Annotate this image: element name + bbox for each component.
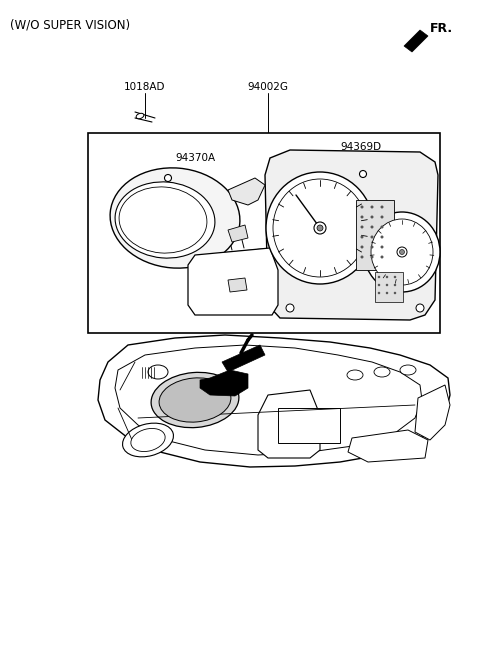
Ellipse shape xyxy=(381,255,384,259)
Ellipse shape xyxy=(386,276,388,278)
Ellipse shape xyxy=(360,236,363,238)
Ellipse shape xyxy=(360,225,363,229)
Ellipse shape xyxy=(381,215,384,219)
Bar xyxy=(278,408,340,443)
Ellipse shape xyxy=(394,276,396,278)
Polygon shape xyxy=(98,335,450,467)
Ellipse shape xyxy=(360,206,363,208)
Text: 94002G: 94002G xyxy=(248,82,288,92)
Ellipse shape xyxy=(360,246,363,248)
Ellipse shape xyxy=(115,182,215,258)
Ellipse shape xyxy=(159,378,231,422)
Polygon shape xyxy=(115,345,422,455)
Ellipse shape xyxy=(394,284,396,286)
Ellipse shape xyxy=(371,236,373,238)
Ellipse shape xyxy=(378,291,380,294)
Ellipse shape xyxy=(360,170,367,178)
Ellipse shape xyxy=(371,206,373,208)
Ellipse shape xyxy=(347,370,363,380)
Ellipse shape xyxy=(394,291,396,294)
Text: (W/O SUPER VISION): (W/O SUPER VISION) xyxy=(10,18,130,31)
Ellipse shape xyxy=(381,206,384,208)
Ellipse shape xyxy=(378,276,380,278)
Polygon shape xyxy=(258,390,320,458)
Text: 94369D: 94369D xyxy=(340,142,381,152)
Ellipse shape xyxy=(131,428,165,451)
Text: 1018AD: 1018AD xyxy=(124,82,166,92)
Ellipse shape xyxy=(317,225,323,231)
Ellipse shape xyxy=(371,255,373,259)
Text: 94370A: 94370A xyxy=(175,153,215,163)
Ellipse shape xyxy=(371,225,373,229)
Polygon shape xyxy=(348,430,428,462)
Ellipse shape xyxy=(416,304,424,312)
Polygon shape xyxy=(265,150,438,320)
Bar xyxy=(88,133,440,333)
Polygon shape xyxy=(415,385,450,440)
Polygon shape xyxy=(188,248,278,315)
Ellipse shape xyxy=(110,168,240,268)
Ellipse shape xyxy=(371,215,373,219)
Ellipse shape xyxy=(381,225,384,229)
Ellipse shape xyxy=(371,246,373,248)
Polygon shape xyxy=(228,225,248,242)
Ellipse shape xyxy=(374,367,390,377)
Ellipse shape xyxy=(400,365,416,375)
Ellipse shape xyxy=(151,372,239,428)
Ellipse shape xyxy=(165,174,171,181)
Ellipse shape xyxy=(381,236,384,238)
Ellipse shape xyxy=(314,222,326,234)
Ellipse shape xyxy=(399,250,405,255)
Polygon shape xyxy=(222,345,265,372)
Ellipse shape xyxy=(360,215,363,219)
Ellipse shape xyxy=(371,219,433,285)
Ellipse shape xyxy=(381,246,384,248)
Ellipse shape xyxy=(122,423,173,457)
Ellipse shape xyxy=(360,255,363,259)
Polygon shape xyxy=(228,178,265,205)
Ellipse shape xyxy=(364,212,440,292)
Ellipse shape xyxy=(386,284,388,286)
Bar xyxy=(356,200,394,270)
Ellipse shape xyxy=(378,284,380,286)
Ellipse shape xyxy=(273,179,367,277)
Ellipse shape xyxy=(386,291,388,294)
Ellipse shape xyxy=(397,247,407,257)
Text: FR.: FR. xyxy=(430,22,453,35)
Polygon shape xyxy=(404,30,428,52)
Ellipse shape xyxy=(119,187,207,253)
Ellipse shape xyxy=(266,172,374,284)
Bar xyxy=(375,272,403,302)
Ellipse shape xyxy=(148,365,168,379)
Ellipse shape xyxy=(286,304,294,312)
Ellipse shape xyxy=(136,113,144,119)
Polygon shape xyxy=(228,278,247,292)
Polygon shape xyxy=(200,370,248,396)
